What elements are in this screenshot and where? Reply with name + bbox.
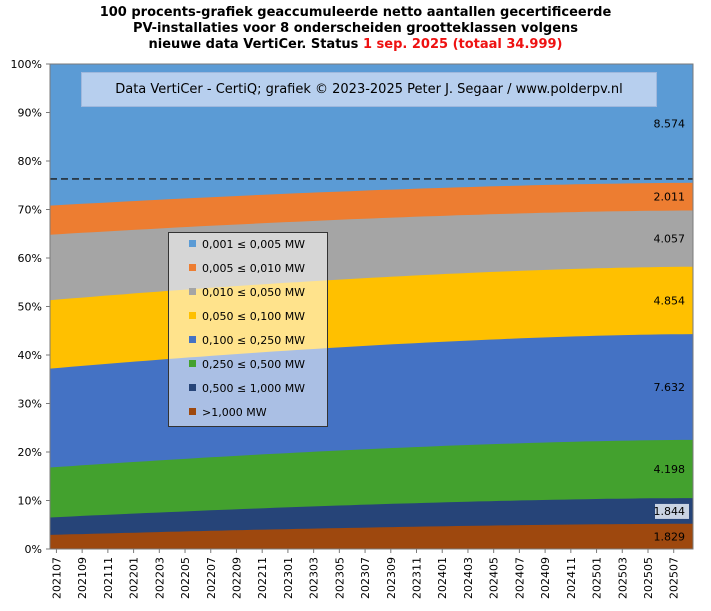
y-tick-label: 30% bbox=[18, 398, 42, 411]
legend-swatch-1 bbox=[189, 240, 196, 247]
y-tick-label: 80% bbox=[18, 155, 42, 168]
x-tick-label: 202505 bbox=[642, 557, 655, 599]
title-line-2: PV-installaties voor 8 onderscheiden gro… bbox=[132, 21, 579, 36]
legend-swatch-7 bbox=[189, 384, 196, 391]
legend-swatch-6 bbox=[189, 360, 196, 367]
credit-banner: Data VertiCer - CertiQ; grafiek © 2023-2… bbox=[81, 72, 657, 107]
legend-item-3: 0,010 ≤ 0,050 MW bbox=[189, 286, 305, 300]
legend-label-6: 0,250 ≤ 0,500 MW bbox=[202, 358, 306, 371]
y-tick-label: 10% bbox=[18, 495, 42, 508]
y-tick-label: 20% bbox=[18, 446, 42, 459]
y-tick-label: 60% bbox=[18, 252, 42, 265]
end-label: 4.057 bbox=[654, 233, 686, 246]
legend-item-6: 0,250 ≤ 0,500 MW bbox=[189, 358, 305, 372]
x-tick-label: 202405 bbox=[488, 557, 501, 599]
title-status-date: 1 sep. 2025 bbox=[362, 37, 449, 52]
legend-item-1: 0,001 ≤ 0,005 MW bbox=[189, 238, 305, 252]
y-tick-label: 50% bbox=[18, 301, 42, 314]
x-tick-label: 202109 bbox=[76, 557, 89, 599]
x-tick-label: 202211 bbox=[256, 557, 269, 599]
end-label: 2.011 bbox=[654, 191, 686, 204]
legend-label-7: 0,500 ≤ 1,000 MW bbox=[202, 382, 306, 395]
legend-label-5: 0,100 ≤ 0,250 MW bbox=[202, 334, 306, 347]
end-label: 4.198 bbox=[654, 463, 686, 476]
legend-swatch-2 bbox=[189, 264, 196, 271]
end-label: 8.574 bbox=[654, 117, 686, 130]
x-tick-label: 202307 bbox=[359, 557, 372, 599]
x-tick-label: 202303 bbox=[308, 557, 321, 599]
end-label: 1.844 bbox=[654, 505, 686, 518]
x-tick-label: 202207 bbox=[205, 557, 218, 599]
legend-label-8: >1,000 MW bbox=[202, 406, 267, 419]
end-label: 7.632 bbox=[654, 381, 686, 394]
x-tick-label: 202411 bbox=[565, 557, 578, 599]
legend-swatch-5 bbox=[189, 336, 196, 343]
x-tick-label: 202403 bbox=[462, 557, 475, 599]
x-tick-label: 202311 bbox=[411, 557, 424, 599]
x-tick-label: 202407 bbox=[513, 557, 526, 599]
y-tick-label: 90% bbox=[18, 107, 42, 120]
x-tick-label: 202203 bbox=[153, 557, 166, 599]
x-tick-label: 202501 bbox=[591, 557, 604, 599]
legend-label-1: 0,001 ≤ 0,005 MW bbox=[202, 238, 306, 251]
x-tick-label: 202503 bbox=[616, 557, 629, 599]
end-label-bg bbox=[655, 503, 689, 519]
x-tick-label: 202111 bbox=[102, 557, 115, 599]
title-line-3-prefix: nieuwe data VertiCer. Status bbox=[148, 37, 359, 52]
band-1 bbox=[50, 523, 693, 549]
legend-swatch-3 bbox=[189, 288, 196, 295]
legend-item-8: >1,000 MW bbox=[189, 406, 267, 420]
legend-item-4: 0,050 ≤ 0,100 MW bbox=[189, 310, 305, 324]
x-tick-label: 202507 bbox=[668, 557, 681, 599]
end-label: 4.854 bbox=[654, 294, 686, 307]
legend-label-4: 0,050 ≤ 0,100 MW bbox=[202, 310, 306, 323]
x-tick-label: 202201 bbox=[128, 557, 141, 599]
x-tick-label: 202401 bbox=[436, 557, 449, 599]
x-tick-label: 202107 bbox=[50, 557, 63, 599]
x-tick-label: 202305 bbox=[333, 557, 346, 599]
x-tick-label: 202409 bbox=[539, 557, 552, 599]
legend-swatch-8 bbox=[189, 408, 196, 415]
title-status-total: (totaal 34.999) bbox=[452, 37, 563, 52]
legend-swatch-4 bbox=[189, 312, 196, 319]
x-tick-label: 202301 bbox=[282, 557, 295, 599]
legend-item-2: 0,005 ≤ 0,010 MW bbox=[189, 262, 305, 276]
y-tick-label: 70% bbox=[18, 204, 42, 217]
legend-label-3: 0,010 ≤ 0,050 MW bbox=[202, 286, 306, 299]
legend: 0,001 ≤ 0,005 MW 0,005 ≤ 0,010 MW 0,010 … bbox=[168, 232, 328, 427]
y-tick-label: 100% bbox=[11, 58, 42, 71]
title-line-3: nieuwe data VertiCer. Status 1 sep. 2025… bbox=[0, 37, 711, 53]
legend-label-2: 0,005 ≤ 0,010 MW bbox=[202, 262, 306, 275]
y-tick-label: 0% bbox=[25, 543, 42, 556]
title-line-1: 100 procents-grafiek geaccumuleerde nett… bbox=[99, 5, 612, 20]
legend-item-7: 0,500 ≤ 1,000 MW bbox=[189, 382, 305, 396]
y-tick-label: 40% bbox=[18, 349, 42, 362]
x-tick-label: 202209 bbox=[230, 557, 243, 599]
x-tick-label: 202309 bbox=[385, 557, 398, 599]
x-tick-label: 202205 bbox=[179, 557, 192, 599]
end-label: 1.829 bbox=[654, 530, 686, 543]
legend-item-5: 0,100 ≤ 0,250 MW bbox=[189, 334, 305, 348]
